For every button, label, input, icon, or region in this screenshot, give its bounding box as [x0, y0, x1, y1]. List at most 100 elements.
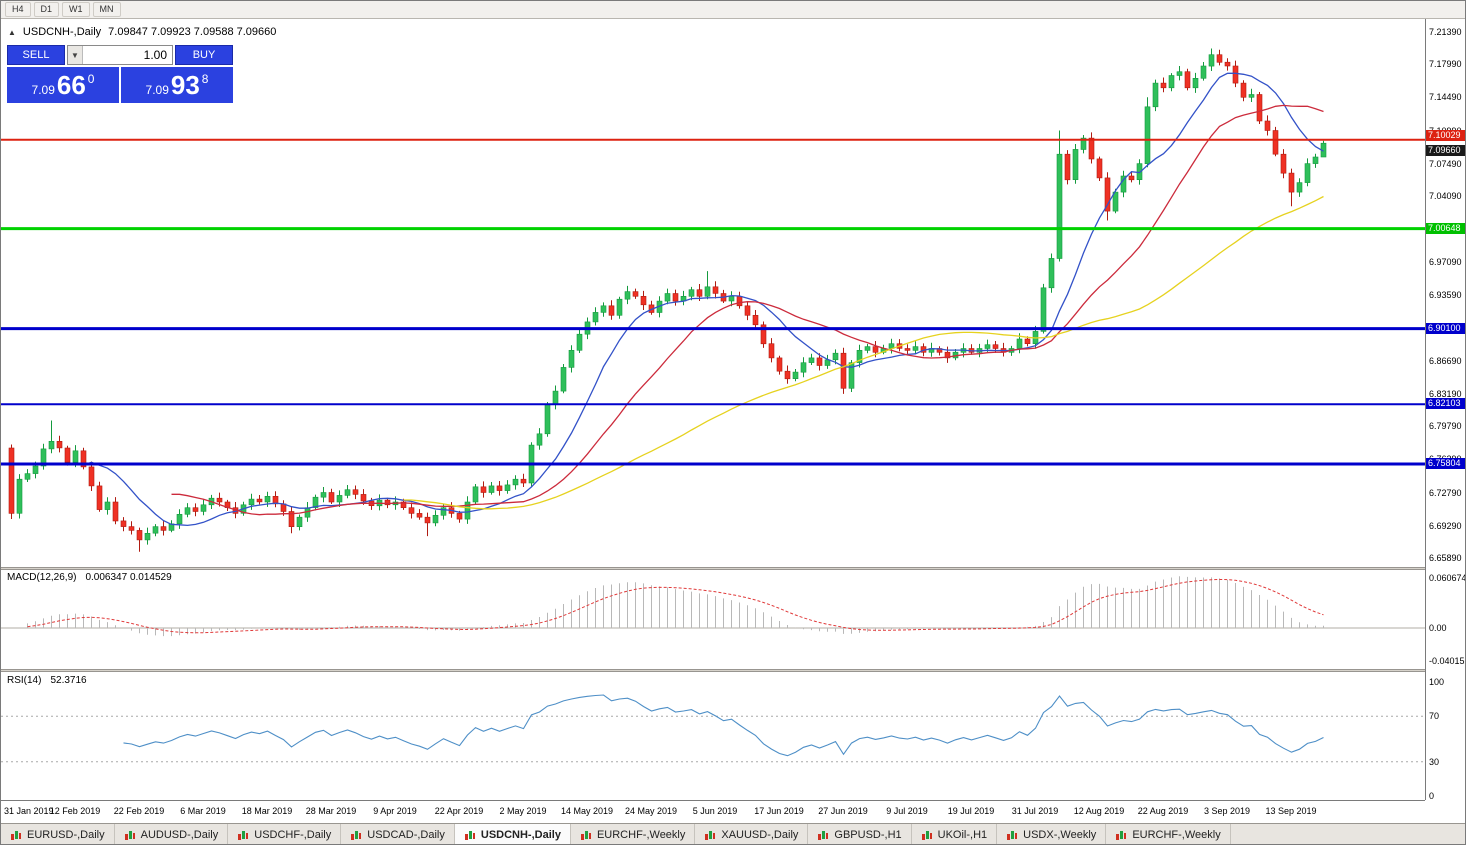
price-tick: 6.79790	[1429, 421, 1462, 432]
chart-tab-usdcad-daily[interactable]: USDCAD-,Daily	[341, 824, 455, 844]
chart-tab-gbpusd-h1[interactable]: GBPUSD-,H1	[808, 824, 912, 844]
buy-price-prefix: 7.09	[145, 82, 169, 97]
date-label: 9 Apr 2019	[373, 806, 417, 816]
rsi-indicator-label: RSI(14) 52.3716	[7, 675, 87, 686]
mini-chart-icon	[921, 830, 932, 840]
price-tick: 7.14490	[1429, 92, 1462, 103]
chart-tab-eurchf-weekly[interactable]: EURCHF-,Weekly	[1106, 824, 1231, 844]
line-price-label: 6.75804	[1426, 458, 1465, 470]
mini-chart-icon	[580, 830, 591, 840]
chart-tab-usdx-weekly[interactable]: USDX-,Weekly	[997, 824, 1107, 844]
rsi-line	[123, 694, 1324, 757]
rsi-tick: 30	[1429, 756, 1440, 767]
chart-symbol-label: USDCNH-,Daily	[22, 26, 102, 38]
date-label: 24 May 2019	[624, 806, 678, 816]
timeframe-buttons: H4 D1 W1 MN	[5, 2, 121, 17]
date-label: 14 May 2019	[560, 806, 614, 816]
line-price-label: 6.90100	[1426, 322, 1465, 334]
volume-field[interactable]: ▼ 1.00	[67, 45, 173, 65]
tab-label: EURCHF-,Weekly	[1132, 829, 1221, 841]
price-tick: 6.72790	[1429, 487, 1462, 498]
chart-area[interactable]: ▲ USDCNH-,Daily 7.09847 7.09923 7.09588 …	[1, 19, 1466, 801]
buy-price-big-digits: 93	[170, 70, 200, 100]
timeframe-button-mn[interactable]: MN	[92, 2, 121, 17]
sell-price-button[interactable]: 7.09 66 0	[7, 67, 119, 103]
rsi-value: 52.3716	[50, 675, 87, 686]
ma_fast-line	[83, 72, 1324, 527]
price-tick: 6.86690	[1429, 355, 1462, 366]
price-tick: 6.69290	[1429, 520, 1462, 531]
date-label: 12 Feb 2019	[49, 806, 101, 816]
chart-tab-xauusd-daily[interactable]: XAUUSD-,Daily	[695, 824, 809, 844]
buy-price-pip-digit: 8	[201, 72, 209, 86]
macd-indicator-label: MACD(12,26,9) 0.006347 0.014529	[7, 572, 172, 583]
tab-label: USDCAD-,Daily	[367, 829, 445, 841]
price-tick: 7.07490	[1429, 158, 1462, 169]
volume-dropdown-icon[interactable]: ▼	[68, 46, 83, 64]
date-label: 19 Jul 2019	[947, 806, 995, 816]
ma_slow-line	[403, 195, 1324, 510]
line-price-label: 7.09660	[1426, 145, 1465, 157]
tab-label: EURCHF-,Weekly	[596, 829, 686, 841]
timeframe-button-h4[interactable]: H4	[5, 2, 31, 17]
mini-chart-icon	[818, 830, 829, 840]
date-label: 18 Mar 2019	[241, 806, 293, 816]
chart-tab-usdcnh-daily[interactable]: USDCNH-,Daily	[454, 824, 571, 844]
chart-tab-audusd-daily[interactable]: AUDUSD-,Daily	[114, 824, 229, 844]
rsi-tick: 100	[1429, 677, 1445, 687]
timeframe-button-d1[interactable]: D1	[33, 2, 60, 17]
date-label: 22 Apr 2019	[434, 806, 484, 816]
date-label: 17 Jun 2019	[754, 806, 804, 816]
price-scale[interactable]: 7.213907.179907.144907.109907.074907.040…	[1425, 19, 1465, 801]
tab-label: EURUSD-,Daily	[27, 829, 105, 841]
date-label: 22 Feb 2019	[113, 806, 165, 816]
mini-chart-icon	[11, 830, 21, 840]
price-tick: 6.97090	[1429, 257, 1462, 268]
chart-tab-eurusd-daily[interactable]: EURUSD-,Daily	[1, 824, 115, 844]
sell-price-prefix: 7.09	[31, 82, 55, 97]
tab-label: UKOil-,H1	[937, 829, 988, 841]
tab-label: AUDUSD-,Daily	[140, 829, 219, 841]
price-chart-canvas[interactable]	[1, 19, 1466, 800]
date-label: 3 Sep 2019	[1203, 806, 1251, 816]
sell-price-pip-digit: 0	[87, 72, 95, 86]
macd-tick: 0.00	[1429, 623, 1447, 633]
chart-tab-ukoil-h1[interactable]: UKOil-,H1	[911, 824, 998, 844]
macd-signal-line	[27, 578, 1324, 634]
chart-tab-eurchf-weekly[interactable]: EURCHF-,Weekly	[570, 824, 696, 844]
date-label: 28 Mar 2019	[305, 806, 357, 816]
chart-tab-usdchf-daily[interactable]: USDCHF-,Daily	[228, 824, 342, 844]
sell-button[interactable]: SELL	[7, 45, 65, 65]
date-label: 6 Mar 2019	[180, 806, 226, 816]
tab-label: GBPUSD-,H1	[834, 829, 902, 841]
tab-label: USDCNH-,Daily	[480, 829, 561, 841]
rsi-tick: 0	[1429, 791, 1435, 801]
tab-label: USDCHF-,Daily	[254, 829, 332, 841]
date-label: 13 Sep 2019	[1265, 806, 1317, 816]
date-label: 27 Jun 2019	[818, 806, 868, 816]
buy-button[interactable]: BUY	[175, 45, 233, 65]
volume-value[interactable]: 1.00	[143, 48, 167, 62]
price-tick: 6.83190	[1429, 389, 1462, 400]
price-tick: 7.21390	[1429, 27, 1462, 37]
price-tick: 7.04090	[1429, 190, 1462, 201]
sell-price-big-digits: 66	[56, 70, 86, 100]
one-click-trade-panel: SELL ▼ 1.00 BUY 7.09 66 0 7.09 93 8	[7, 45, 233, 103]
rsi-name: RSI(14)	[7, 675, 42, 686]
timeframe-button-w1[interactable]: W1	[62, 2, 90, 17]
timeframe-toolbar: H4 D1 W1 MN	[1, 1, 1465, 19]
date-axis[interactable]: 31 Jan 2019 12 Feb 2019 22 Feb 2019 6 Mar 2…	[1, 800, 1425, 823]
date-label: 9 Jul 2019	[886, 806, 928, 816]
tab-label: USDX-,Weekly	[1023, 829, 1097, 841]
date-label: 22 Aug 2019	[1137, 806, 1189, 816]
candles	[8, 48, 1327, 552]
macd-histogram	[27, 576, 1324, 637]
collapse-panel-icon[interactable]: ▲	[8, 27, 16, 37]
chart-ohlc-values: 7.09847 7.09923 7.09588 7.09660	[108, 26, 277, 38]
mini-chart-icon	[705, 830, 716, 840]
buy-price-button[interactable]: 7.09 93 8	[121, 67, 233, 103]
price-tick: 7.17990	[1429, 59, 1462, 70]
ma_mid-line	[171, 104, 1324, 516]
mini-chart-icon	[1116, 830, 1127, 840]
